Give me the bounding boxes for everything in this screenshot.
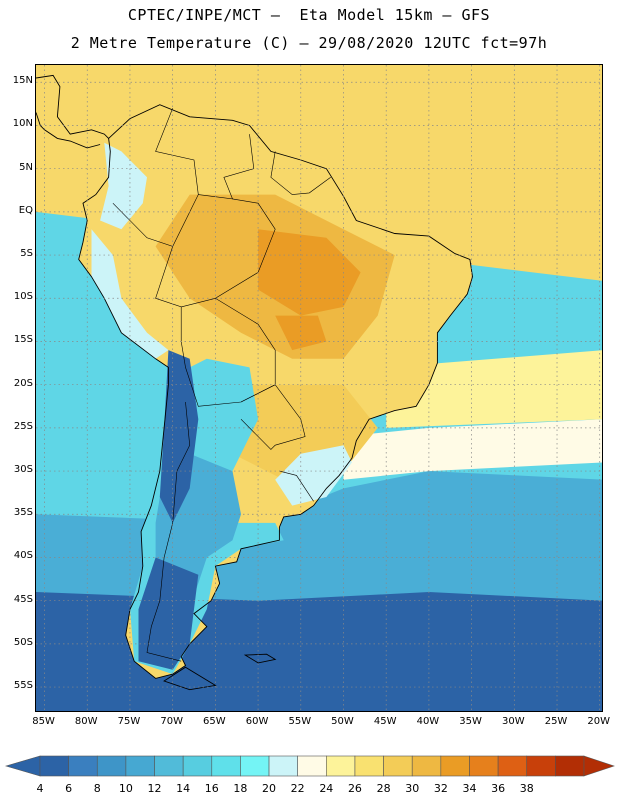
- colorbar-swatch: [526, 755, 556, 777]
- map-title-line1: CPTEC/INPE/MCT – Eta Model 15km – GFS: [127, 6, 491, 24]
- temperature-field: [78, 104, 473, 679]
- longitude-tick-label: 70W: [160, 716, 183, 727]
- colorbar-swatch: [182, 755, 213, 777]
- country-border: [198, 134, 255, 200]
- longitude-tick-label: 25W: [544, 716, 568, 727]
- longitude-tick-label: 65W: [203, 716, 226, 727]
- andes-peru: [91, 229, 169, 359]
- colorbar-swatch: [326, 755, 356, 777]
- longitude-tick-label: 55W: [288, 716, 312, 727]
- colorbar-swatch: [211, 755, 241, 777]
- colorbar-swatch: [154, 755, 184, 777]
- andes-high-cold: [159, 350, 199, 523]
- colorbar-swatch: [39, 755, 69, 777]
- colorbar-swatch: [268, 755, 298, 777]
- country-border: [146, 401, 191, 662]
- band-warm-atlantic: [343, 419, 602, 480]
- colorbar-arrow-low: [4, 755, 41, 777]
- color-legend: [4, 755, 615, 777]
- land-patagonia-cold: [138, 557, 199, 670]
- colorbar-label: 36: [491, 782, 506, 795]
- colorbar-label: 32: [433, 782, 448, 795]
- colorbar-swatch: [68, 755, 98, 777]
- colorbar-arrow-high: [583, 755, 615, 777]
- latitude-tick-label: EQ: [18, 204, 33, 216]
- colorbar-swatch: [297, 755, 327, 777]
- map-title-line2: 2 Metre Temperature (C) – 29/08/2020 12U…: [70, 34, 548, 52]
- colorbar-label: 10: [118, 782, 133, 795]
- band-atlantic-yellow: [386, 350, 602, 428]
- colorbar-label: 4: [36, 782, 44, 795]
- latitude-tick-label: 15N: [12, 75, 33, 87]
- longitude-tick-label: 85W: [32, 716, 55, 727]
- latitude-tick-label: 10N: [12, 118, 33, 130]
- colorbar-swatch: [240, 755, 270, 777]
- latitude-tick-label: 50S: [13, 636, 33, 648]
- colorbar-label: 38: [519, 782, 534, 795]
- longitude-tick-label: 35W: [459, 716, 482, 727]
- latitude-tick-label: 20S: [13, 377, 33, 389]
- colorbar-label: 30: [405, 782, 420, 795]
- tierra-del-fuego-outline: [163, 666, 217, 691]
- central-america-pacific-coast: [36, 112, 101, 149]
- longitude-tick-label: 45W: [373, 716, 397, 727]
- longitude-tick-label: 30W: [502, 716, 525, 727]
- latitude-tick-label: 35S: [13, 507, 33, 519]
- colorbar-label: 18: [233, 782, 248, 795]
- latitude-tick-label: 45S: [13, 593, 33, 605]
- longitude-tick-label: 80W: [74, 716, 98, 727]
- latitude-tick-label: 5N: [19, 161, 33, 173]
- longitude-tick-label: 50W: [331, 716, 354, 727]
- colorbar-swatch: [354, 755, 384, 777]
- andes-north: [100, 142, 147, 230]
- continent-outline: [36, 74, 473, 691]
- map-frame: [35, 64, 603, 712]
- temperature-map: [36, 65, 602, 711]
- land-hot-center: [258, 229, 361, 316]
- colorbar-swatch: [440, 755, 470, 777]
- colorbar-label: 28: [376, 782, 391, 795]
- latitude-tick-label: 30S: [13, 464, 33, 476]
- longitude-tick-label: 75W: [117, 716, 141, 727]
- longitude-tick-label: 20W: [587, 716, 611, 727]
- colorbar-label: 14: [176, 782, 191, 795]
- latitude-tick-label: 5S: [20, 248, 33, 260]
- colorbar-label: 24: [319, 782, 334, 795]
- land-uruguay-cool: [275, 445, 352, 506]
- latitude-tick-label: 10S: [13, 291, 33, 303]
- latitude-tick-label: 25S: [13, 420, 33, 432]
- colorbar-label: 20: [262, 782, 277, 795]
- colorbar-label: 26: [347, 782, 362, 795]
- country-border: [270, 151, 331, 195]
- band-cold: [36, 592, 602, 711]
- colorbar-label: 34: [462, 782, 477, 795]
- latitude-tick-label: 40S: [13, 550, 33, 562]
- south-america-coastline: [78, 104, 473, 679]
- latitude-tick-label: 15S: [13, 334, 33, 346]
- colorbar-swatch: [469, 755, 499, 777]
- colorbar-swatch: [383, 755, 413, 777]
- colorbar-swatch: [96, 755, 127, 777]
- country-border: [215, 198, 276, 299]
- colorbar-swatch: [411, 755, 442, 777]
- colorbar-swatch: [497, 755, 528, 777]
- colorbar-swatch: [125, 755, 155, 777]
- colorbar-label: 6: [65, 782, 73, 795]
- longitude-tick-label: 60W: [245, 716, 269, 727]
- colorbar-label: 8: [93, 782, 101, 795]
- colorbar-label: 12: [147, 782, 162, 795]
- colorbar-label: 22: [290, 782, 305, 795]
- falklands-outline: [243, 653, 277, 664]
- longitude-tick-label: 40W: [416, 716, 440, 727]
- country-border: [279, 470, 314, 502]
- country-border: [181, 297, 276, 407]
- colorbar-swatch: [555, 755, 585, 777]
- latitude-tick-label: 55S: [13, 680, 33, 692]
- graticule: [36, 65, 602, 711]
- colorbar-label: 16: [204, 782, 219, 795]
